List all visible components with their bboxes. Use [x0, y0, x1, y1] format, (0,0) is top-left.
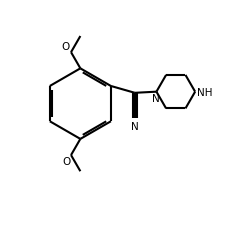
Text: NH: NH	[197, 87, 213, 97]
Text: O: O	[63, 157, 71, 167]
Text: N: N	[152, 93, 160, 103]
Text: N: N	[131, 121, 139, 131]
Text: O: O	[62, 42, 70, 52]
